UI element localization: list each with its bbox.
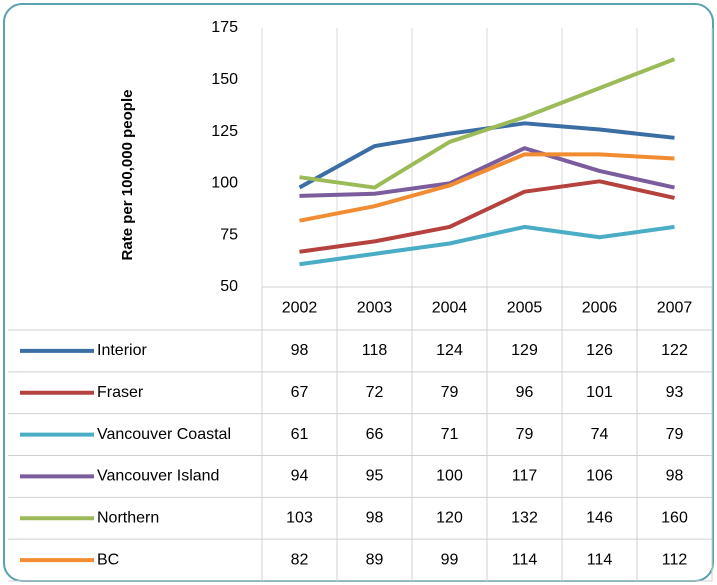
table-cell: 114 [587, 551, 613, 568]
table-cell: 120 [436, 509, 463, 526]
table-cell: 117 [512, 468, 538, 485]
table-cell: 146 [586, 509, 613, 526]
series-line [299, 146, 675, 198]
x-tick-label: 2005 [507, 300, 543, 317]
legend-label: Fraser [97, 384, 144, 401]
table-cell: 126 [586, 342, 613, 359]
table-cell: 122 [661, 342, 688, 359]
y-axis-title: Rate per 100,000 people [119, 90, 136, 261]
table-cell: 79 [666, 426, 684, 443]
table-cell: 106 [586, 468, 613, 485]
table-cell: 129 [511, 342, 538, 359]
y-tick-label: 100 [211, 175, 238, 192]
legend-label: BC [97, 551, 119, 568]
x-tick-label: 2004 [432, 300, 468, 317]
table-cell: 98 [366, 509, 384, 526]
legend-label: Vancouver Island [97, 468, 219, 485]
y-tick-label: 175 [211, 19, 238, 36]
y-tick-label: 75 [220, 226, 238, 243]
table-cell: 82 [291, 551, 309, 568]
table-cell: 72 [366, 384, 384, 401]
y-tick-label: 50 [220, 278, 238, 295]
series-line [299, 152, 675, 223]
table-cell: 100 [436, 468, 463, 485]
legend-label: Northern [97, 509, 159, 526]
table-cell: 74 [591, 426, 609, 443]
table-cell: 93 [666, 384, 684, 401]
table-cell: 160 [661, 509, 688, 526]
x-tick-label: 2002 [282, 300, 318, 317]
x-tick-label: 2003 [357, 300, 393, 317]
table-cell: 66 [366, 426, 384, 443]
table-cell: 103 [286, 509, 313, 526]
table-cell: 94 [291, 468, 309, 485]
table-cell: 99 [441, 551, 459, 568]
x-tick-label: 2007 [657, 300, 693, 317]
table-cell: 112 [662, 551, 688, 568]
chart-border [3, 3, 714, 582]
table-cell: 96 [516, 384, 534, 401]
table-cell: 124 [436, 342, 463, 359]
legend-label: Vancouver Coastal [97, 426, 231, 443]
table-cell: 101 [586, 384, 613, 401]
table-cell: 89 [366, 551, 384, 568]
table-cell: 79 [441, 384, 459, 401]
series-line [299, 57, 676, 190]
y-tick-label: 125 [211, 123, 238, 140]
series-line [299, 224, 675, 267]
table-cell: 98 [291, 342, 309, 359]
legend-label: Interior [97, 342, 147, 359]
table-cell: 95 [366, 468, 384, 485]
table-cell: 114 [512, 551, 538, 568]
series-line [299, 179, 675, 254]
x-tick-label: 2006 [582, 300, 618, 317]
table-cell: 118 [362, 342, 388, 359]
table-cell: 61 [291, 426, 309, 443]
table-cell: 79 [516, 426, 534, 443]
table-cell: 71 [441, 426, 459, 443]
y-tick-label: 150 [211, 71, 238, 88]
table-cell: 67 [291, 384, 309, 401]
table-cell: 132 [511, 509, 538, 526]
table-cell: 98 [666, 468, 684, 485]
